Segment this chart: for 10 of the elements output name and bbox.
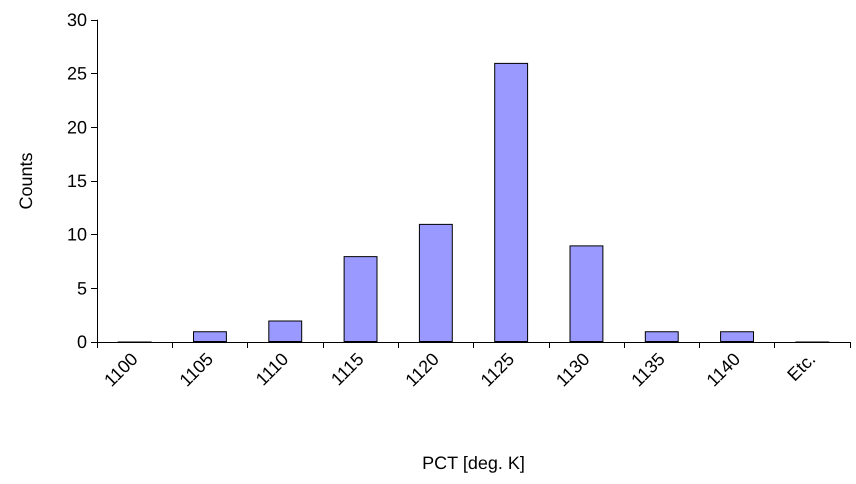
y-tick-label: 5 xyxy=(76,278,87,298)
x-tick-label: Etc. xyxy=(783,348,820,385)
y-axis-title: Counts xyxy=(16,152,36,210)
y-tick-label: 0 xyxy=(76,332,87,352)
y-tick-label: 25 xyxy=(66,64,87,84)
x-axis-title: PCT [deg. K] xyxy=(422,453,525,473)
y-tick-label: 10 xyxy=(66,224,87,245)
y-tick-label: 30 xyxy=(66,10,87,30)
y-tick-label: 15 xyxy=(66,171,87,191)
y-tick-label: 20 xyxy=(66,117,87,138)
